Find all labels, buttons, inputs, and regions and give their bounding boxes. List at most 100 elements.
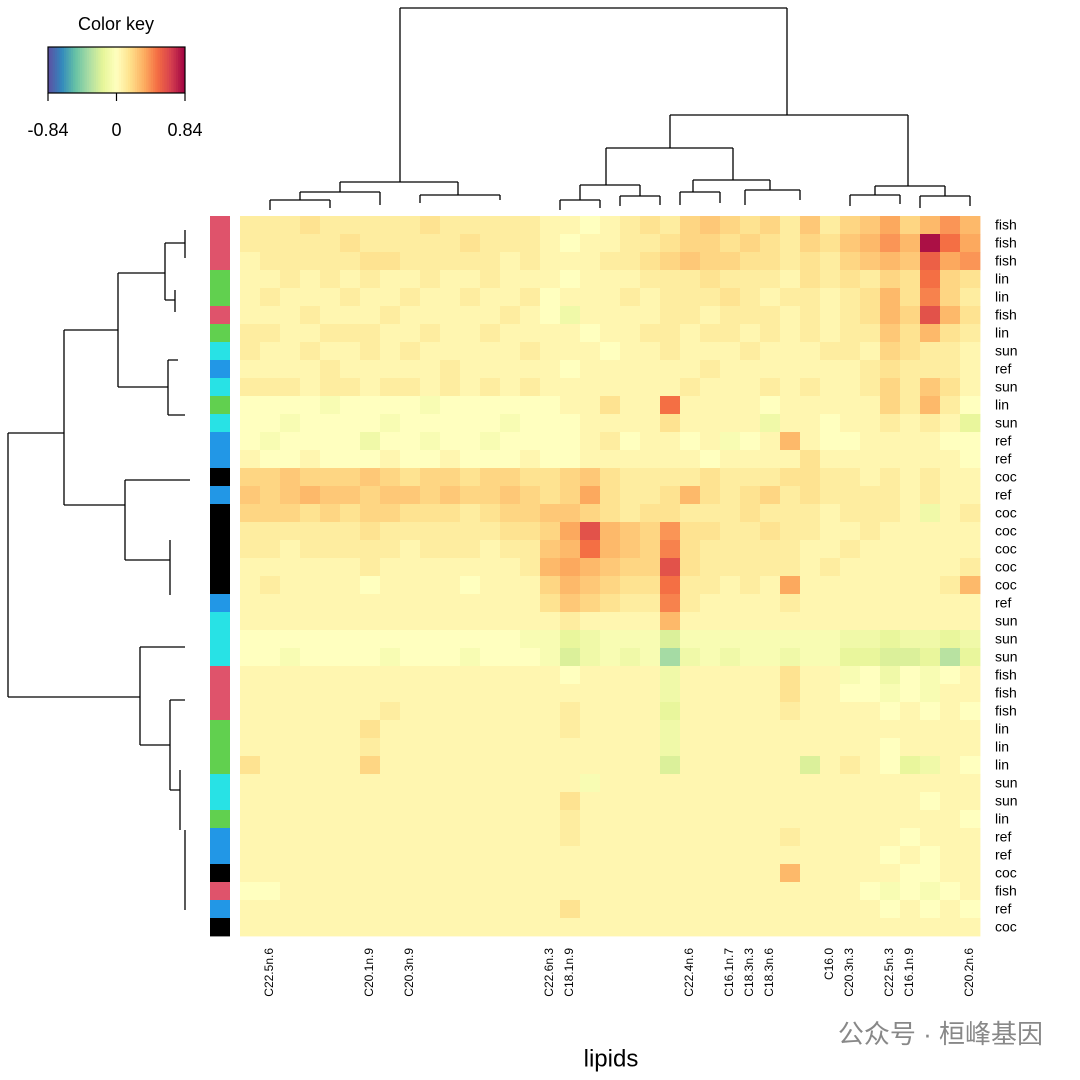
heatmap-cell: [760, 540, 781, 559]
heatmap-cell: [360, 450, 381, 469]
heatmap-cell: [680, 756, 701, 775]
heatmap-cell: [400, 396, 421, 415]
heatmap-cell: [820, 666, 841, 685]
heatmap-cell: [960, 846, 981, 865]
heatmap-cell: [560, 360, 581, 379]
heatmap-cell: [620, 612, 641, 631]
row-side-color: [210, 900, 230, 919]
heatmap-cell: [800, 702, 821, 721]
heatmap-cell: [920, 306, 941, 325]
heatmap-cell: [780, 306, 801, 325]
heatmap-cell: [460, 252, 481, 271]
heatmap-cell: [340, 864, 361, 883]
heatmap-cell: [920, 828, 941, 847]
row-side-color: [210, 720, 230, 739]
heatmap-cell: [280, 756, 301, 775]
heatmap-cell: [500, 216, 521, 235]
heatmap-cell: [380, 792, 401, 811]
heatmap-cell: [560, 666, 581, 685]
heatmap-cell: [420, 234, 441, 253]
heatmap-cell: [560, 864, 581, 883]
heatmap-cell: [380, 720, 401, 739]
heatmap-cell: [380, 396, 401, 415]
heatmap-cell: [440, 360, 461, 379]
heatmap-cell: [860, 702, 881, 721]
heatmap-cell: [540, 450, 561, 469]
heatmap-cell: [900, 594, 921, 613]
heatmap-cell: [600, 630, 621, 649]
heatmap-cell: [580, 558, 601, 577]
heatmap-cell: [460, 270, 481, 289]
row-label: ref: [995, 595, 1011, 611]
heatmap-cell: [900, 504, 921, 523]
heatmap-cell: [400, 342, 421, 361]
heatmap-cell: [460, 450, 481, 469]
heatmap-cell: [880, 792, 901, 811]
heatmap-cell: [280, 648, 301, 667]
heatmap-cell: [640, 378, 661, 397]
heatmap-cell: [560, 792, 581, 811]
heatmap-cell: [920, 378, 941, 397]
heatmap-cell: [720, 648, 741, 667]
heatmap-cell: [680, 486, 701, 505]
heatmap-cell: [940, 684, 961, 703]
heatmap-cell: [480, 918, 501, 937]
heatmap-cell: [600, 756, 621, 775]
heatmap-cell: [400, 486, 421, 505]
heatmap-cell: [880, 216, 901, 235]
heatmap-cell: [780, 468, 801, 487]
heatmap-cell: [540, 558, 561, 577]
heatmap-cell: [720, 882, 741, 901]
heatmap-cell: [760, 324, 781, 343]
heatmap-cell: [320, 666, 341, 685]
heatmap-cell: [640, 288, 661, 307]
heatmap-cell: [900, 540, 921, 559]
heatmap-cell: [480, 756, 501, 775]
heatmap-cell: [780, 738, 801, 757]
heatmap-cell: [580, 540, 601, 559]
heatmap-cell: [340, 306, 361, 325]
heatmap-cell: [860, 270, 881, 289]
heatmap-cell: [780, 414, 801, 433]
heatmap-cell: [340, 252, 361, 271]
heatmap-cell: [300, 918, 321, 937]
heatmap-cell: [580, 666, 601, 685]
heatmap-cell: [960, 396, 981, 415]
heatmap-cell: [260, 522, 281, 541]
column-label: C22.5n.6: [262, 948, 276, 997]
heatmap-cell: [700, 306, 721, 325]
heatmap-cell: [540, 720, 561, 739]
heatmap-cell: [620, 720, 641, 739]
heatmap-cell: [720, 414, 741, 433]
heatmap-cell: [440, 882, 461, 901]
heatmap-cell: [660, 774, 681, 793]
heatmap-cell: [580, 828, 601, 847]
heatmap-cell: [580, 594, 601, 613]
heatmap-cell: [620, 324, 641, 343]
colorbar-swatch: [118, 47, 122, 93]
heatmap-cell: [520, 774, 541, 793]
heatmap-cell: [300, 486, 321, 505]
heatmap-cell: [320, 252, 341, 271]
heatmap-cell: [960, 324, 981, 343]
heatmap-cell: [820, 252, 841, 271]
heatmap-cell: [580, 486, 601, 505]
heatmap-cell: [620, 774, 641, 793]
heatmap-cell: [480, 522, 501, 541]
heatmap-cell: [600, 432, 621, 451]
heatmap-cell: [360, 468, 381, 487]
heatmap-cell: [920, 738, 941, 757]
heatmap-cell: [440, 432, 461, 451]
heatmap-cell: [740, 810, 761, 829]
heatmap-cell: [920, 540, 941, 559]
heatmap-cell: [240, 450, 261, 469]
heatmap-cell: [400, 432, 421, 451]
heatmap-cell: [300, 756, 321, 775]
heatmap-cell: [240, 540, 261, 559]
heatmap-cell: [480, 846, 501, 865]
heatmap-cell: [440, 918, 461, 937]
column-label: C16.1n.9: [902, 948, 916, 997]
heatmap-cell: [840, 720, 861, 739]
heatmap-cell: [340, 846, 361, 865]
heatmap-cell: [700, 288, 721, 307]
